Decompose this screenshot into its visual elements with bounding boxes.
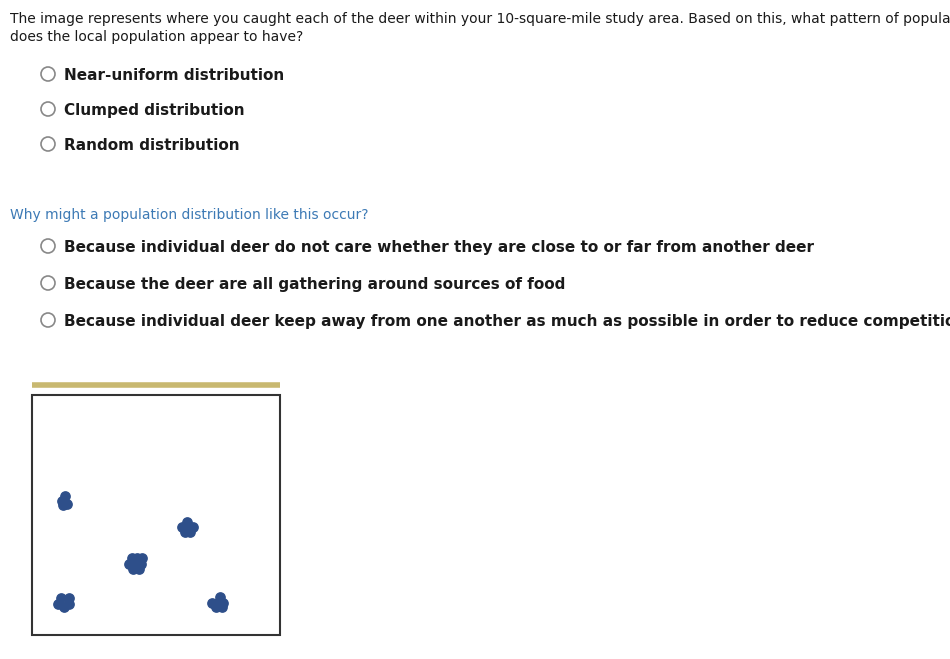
Point xyxy=(204,597,219,608)
Text: Clumped distribution: Clumped distribution xyxy=(64,103,245,118)
Point xyxy=(216,597,231,608)
Point xyxy=(133,558,148,569)
Point xyxy=(213,592,228,602)
Text: Why might a population distribution like this occur?: Why might a population distribution like… xyxy=(10,208,369,222)
Point xyxy=(54,496,69,506)
Point xyxy=(122,558,137,569)
Point xyxy=(62,598,77,609)
Point xyxy=(185,522,200,532)
Point xyxy=(55,500,70,511)
Point xyxy=(58,491,73,501)
Text: Near-uniform distribution: Near-uniform distribution xyxy=(64,68,284,83)
Point xyxy=(130,553,145,563)
Point xyxy=(57,602,72,612)
Text: Because the deer are all gathering around sources of food: Because the deer are all gathering aroun… xyxy=(64,277,565,292)
Point xyxy=(131,563,146,574)
Point xyxy=(50,598,66,609)
Point xyxy=(124,553,140,563)
Bar xyxy=(32,395,280,635)
Point xyxy=(180,517,195,527)
Point xyxy=(175,522,190,532)
Point xyxy=(210,597,225,608)
Text: Because individual deer do not care whether they are close to or far from anothe: Because individual deer do not care whet… xyxy=(64,240,814,255)
Point xyxy=(53,592,68,603)
Point xyxy=(127,558,142,569)
Text: Random distribution: Random distribution xyxy=(64,138,239,153)
Text: does the local population appear to have?: does the local population appear to have… xyxy=(10,30,303,44)
Point xyxy=(214,602,229,613)
Text: Because individual deer keep away from one another as much as possible in order : Because individual deer keep away from o… xyxy=(64,314,950,329)
Point xyxy=(181,522,197,532)
Point xyxy=(61,592,76,603)
Text: The image represents where you caught each of the deer within your 10-square-mil: The image represents where you caught ea… xyxy=(10,12,950,26)
Point xyxy=(60,499,75,509)
Point xyxy=(208,602,223,613)
Point xyxy=(134,553,149,563)
Point xyxy=(177,527,192,537)
Point xyxy=(125,563,141,574)
Point xyxy=(182,527,198,537)
